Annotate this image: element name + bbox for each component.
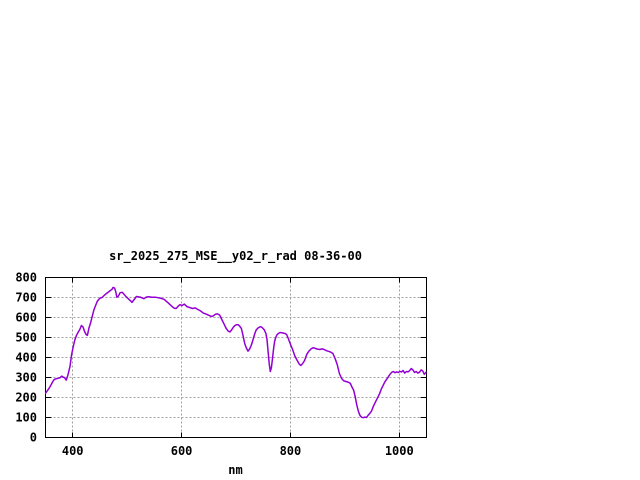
x-axis-label: nm <box>228 463 243 477</box>
y-tick-label: 100 <box>15 411 37 425</box>
y-tick-label: 300 <box>15 371 37 385</box>
y-tick-label: 600 <box>15 311 37 325</box>
y-tick-label: 800 <box>15 271 37 285</box>
x-tick-label: 1000 <box>385 444 414 458</box>
chart-title: sr_2025_275_MSE__y02_r_rad 08-36-00 <box>109 249 362 263</box>
data-curve <box>45 286 427 419</box>
y-tick-label: 0 <box>30 431 37 445</box>
y-tick-label: 200 <box>15 391 37 405</box>
y-tick-label: 700 <box>15 291 37 305</box>
x-tick-label: 800 <box>280 444 302 458</box>
y-tick-label: 400 <box>15 351 37 365</box>
y-tick-label: 500 <box>15 331 37 345</box>
x-tick-label: 600 <box>171 444 193 458</box>
x-tick-label: 400 <box>62 444 84 458</box>
